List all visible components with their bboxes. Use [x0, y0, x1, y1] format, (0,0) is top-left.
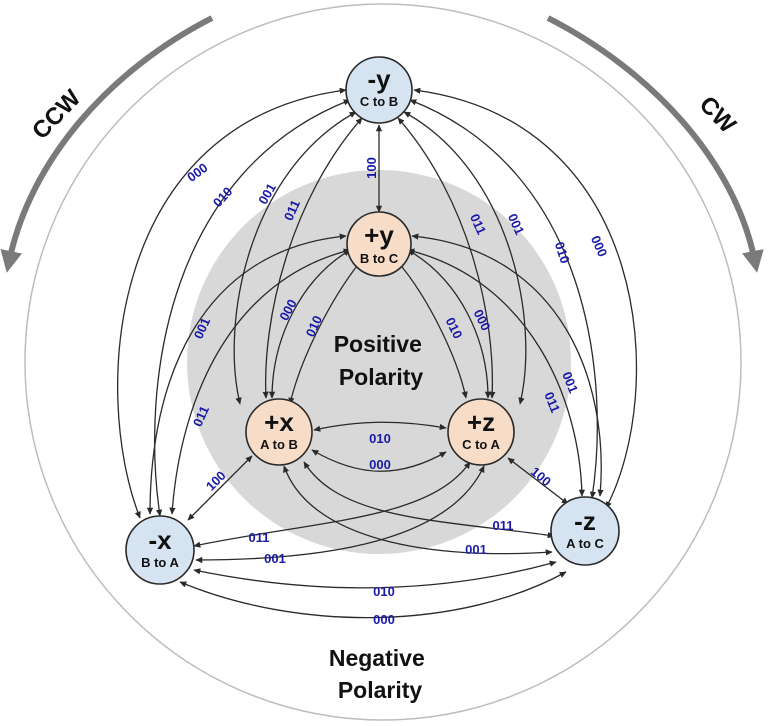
ccw-rotation-arrow [0, 15, 214, 273]
node-neg-x-circle [125, 515, 195, 585]
code-neg-x-pos-z-lower: 001 [264, 551, 286, 566]
node-neg-y-sub: C to B [360, 94, 398, 109]
cw-label: CW [694, 91, 741, 139]
negative-polarity-boundary [24, 3, 742, 721]
node-pos-z-circle [447, 398, 515, 466]
code-neg-y-neg-z-outer: 000 [588, 233, 611, 259]
transition-edges [117, 87, 638, 619]
code-neg-y-neg-z-inner: 010 [552, 240, 573, 265]
node-neg-x: -x B to A [125, 515, 195, 585]
edge-pos-x-pos-z-upper [313, 421, 447, 432]
node-pos-y-sub: B to C [360, 251, 399, 266]
node-pos-x-sub: A to B [260, 437, 298, 452]
node-pos-x-circle [245, 398, 313, 466]
node-neg-y: -y C to B [345, 56, 413, 124]
edge-neg-x-neg-z-lower [179, 571, 567, 619]
code-neg-y-neg-x-outer: 000 [184, 160, 210, 185]
positive-polarity-line-2: Polarity [339, 364, 424, 390]
ccw-label: CCW [27, 85, 86, 145]
negative-polarity-line-2: Polarity [338, 677, 423, 703]
code-neg-x-pos-z-upper: 011 [249, 530, 270, 545]
code-neg-y-pos-y: 100 [364, 157, 379, 179]
code-neg-x-neg-z-lower: 000 [373, 612, 395, 627]
edge-pos-y-neg-z-lower [407, 248, 586, 497]
code-pos-x-pos-z-upper: 010 [369, 431, 391, 446]
node-pos-y-circle [346, 211, 412, 277]
positive-polarity-line-1: Positive [334, 331, 422, 357]
node-pos-x: +x A to B [245, 398, 313, 466]
node-pos-z-sub: C to A [462, 437, 500, 452]
node-neg-y-circle [345, 56, 413, 124]
node-pos-y-name: +y [364, 220, 394, 250]
code-pos-y-neg-z-lower: 011 [541, 390, 563, 415]
code-neg-z-pos-x-upper: 011 [493, 518, 514, 533]
node-pos-z: +z C to A [447, 398, 515, 466]
code-neg-z-pos-x-lower: 001 [465, 542, 487, 557]
node-pos-y: +y B to C [346, 211, 412, 277]
edge-neg-y-neg-z-outer [413, 87, 638, 509]
node-neg-z-circle [550, 496, 620, 566]
node-neg-z-name: -z [574, 506, 596, 536]
node-neg-x-name: -x [148, 525, 172, 555]
edge-neg-z-pos-x-lower [283, 465, 553, 556]
node-neg-x-sub: B to A [141, 555, 179, 570]
negative-polarity-label: Negative Polarity [329, 645, 431, 703]
node-neg-z-sub: A to C [566, 536, 604, 551]
code-neg-x-neg-z-upper: 010 [373, 584, 395, 599]
edge-pos-y-pos-x-inner [288, 261, 361, 405]
node-pos-x-name: +x [264, 407, 294, 437]
node-neg-y-name: -y [367, 64, 391, 94]
cw-rotation-arrow [546, 15, 764, 273]
negative-polarity-line-1: Negative [329, 645, 425, 671]
code-pos-x-pos-z-lower: 000 [369, 457, 391, 472]
node-pos-z-name: +z [467, 407, 495, 437]
node-neg-z: -z A to C [550, 496, 620, 566]
